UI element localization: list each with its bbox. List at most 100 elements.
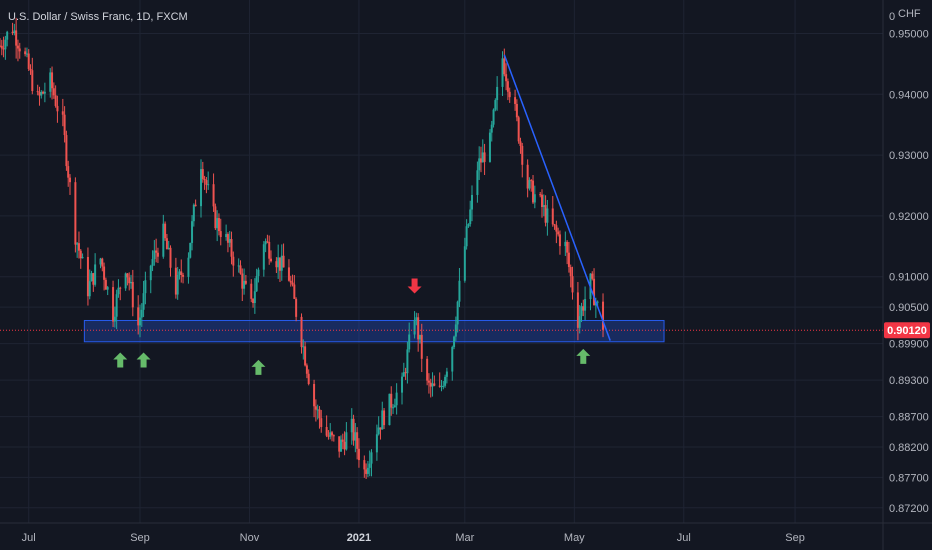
candle-body xyxy=(51,72,54,89)
candle-body xyxy=(492,109,495,125)
candle-body xyxy=(126,273,129,278)
candle-body xyxy=(442,385,445,387)
candle-body xyxy=(404,372,407,374)
time-tick-label: Jul xyxy=(22,532,36,544)
candle-body xyxy=(526,164,529,189)
candle-body xyxy=(189,242,192,258)
price-tick-label: 0.87700 xyxy=(889,472,929,484)
candle-body xyxy=(61,111,64,115)
candle-body xyxy=(155,250,158,253)
candle-body xyxy=(541,194,544,207)
currency-label[interactable]: CHF xyxy=(898,8,921,20)
candle-body xyxy=(532,180,535,203)
candle-body xyxy=(2,48,5,50)
candle-body xyxy=(494,100,497,110)
candle-body xyxy=(124,273,127,289)
arrow-up-icon xyxy=(136,352,151,368)
candle-body xyxy=(338,436,341,452)
candle-body xyxy=(567,252,570,268)
candle-body xyxy=(368,463,371,468)
candle-body xyxy=(101,258,104,267)
price-axis[interactable]: 0.95000 0.94000 0.93000 0.92000 0.91000 0.905… xyxy=(884,28,930,515)
candle-body xyxy=(291,282,294,285)
candle-body xyxy=(341,439,344,442)
trend-line[interactable] xyxy=(503,54,611,341)
candle-body xyxy=(501,58,504,87)
candle-body xyxy=(178,271,181,275)
candle-body xyxy=(217,218,220,232)
price-tick-label: 0.89900 xyxy=(889,339,929,351)
candle-body xyxy=(465,226,468,247)
candle-body xyxy=(194,204,197,207)
candle-body xyxy=(176,274,179,295)
candle-body xyxy=(167,247,170,250)
candle-body xyxy=(68,177,71,183)
candle-body xyxy=(99,258,102,265)
candlestick-series xyxy=(0,17,605,480)
candle-body xyxy=(357,448,360,461)
candle-body xyxy=(591,273,594,279)
candle-body xyxy=(453,336,456,348)
price-tick-label: 0.94000 xyxy=(889,89,929,101)
candle-body xyxy=(144,280,147,294)
candle-body xyxy=(304,346,307,366)
candle-body xyxy=(345,432,348,450)
candle-body xyxy=(86,256,89,297)
candle-body xyxy=(596,301,599,303)
candle-body xyxy=(219,231,222,238)
candle-body xyxy=(433,383,436,386)
candle-body xyxy=(530,180,533,182)
candle-body xyxy=(571,276,574,293)
candle-body xyxy=(180,271,183,275)
candle-body xyxy=(239,265,242,274)
candle-body xyxy=(456,301,459,325)
candle-body xyxy=(508,91,511,98)
candle-body xyxy=(113,316,116,322)
candle-body xyxy=(426,358,429,381)
candle-body xyxy=(467,224,470,227)
candle-body xyxy=(584,299,587,311)
candle-body xyxy=(76,243,79,245)
candle-body xyxy=(352,418,355,441)
candle-body xyxy=(162,223,165,257)
candle-body xyxy=(488,132,491,162)
candle-body xyxy=(314,406,317,410)
candle-body xyxy=(128,277,131,284)
candle-body xyxy=(557,231,560,235)
candle-body xyxy=(230,239,233,257)
candle-body xyxy=(417,317,420,340)
candle-body xyxy=(94,264,97,285)
candle-body xyxy=(365,469,368,474)
candle-body xyxy=(551,208,554,225)
candle-body xyxy=(212,184,215,207)
candle-body xyxy=(350,418,353,433)
candle-body xyxy=(165,238,168,250)
candle-body xyxy=(65,135,68,167)
candle-body xyxy=(169,247,172,268)
candle-body xyxy=(11,31,14,34)
candle-body xyxy=(117,287,120,295)
candle-body xyxy=(316,409,319,411)
candle-body xyxy=(216,218,219,229)
support-zone-layer xyxy=(83,319,665,343)
candle-body xyxy=(278,257,281,271)
candle-body xyxy=(153,250,156,260)
candle-body xyxy=(29,68,32,71)
candle-body xyxy=(18,48,21,52)
candle-body xyxy=(370,452,373,464)
candle-body xyxy=(379,427,382,430)
candle-body xyxy=(566,241,569,253)
candle-body xyxy=(408,334,411,350)
candle-body xyxy=(232,256,235,266)
candle-body xyxy=(43,91,46,94)
time-axis[interactable]: Jul Sep Nov 2021 Mar May Jul Sep xyxy=(22,532,805,544)
candle-body xyxy=(63,114,66,136)
candle-body xyxy=(332,435,335,437)
price-tick-label: 0.90500 xyxy=(889,302,929,314)
candle-body xyxy=(119,287,122,289)
support-zone[interactable] xyxy=(83,319,665,343)
candle-body xyxy=(295,298,298,317)
candle-body xyxy=(476,170,479,195)
candle-body xyxy=(226,234,229,243)
